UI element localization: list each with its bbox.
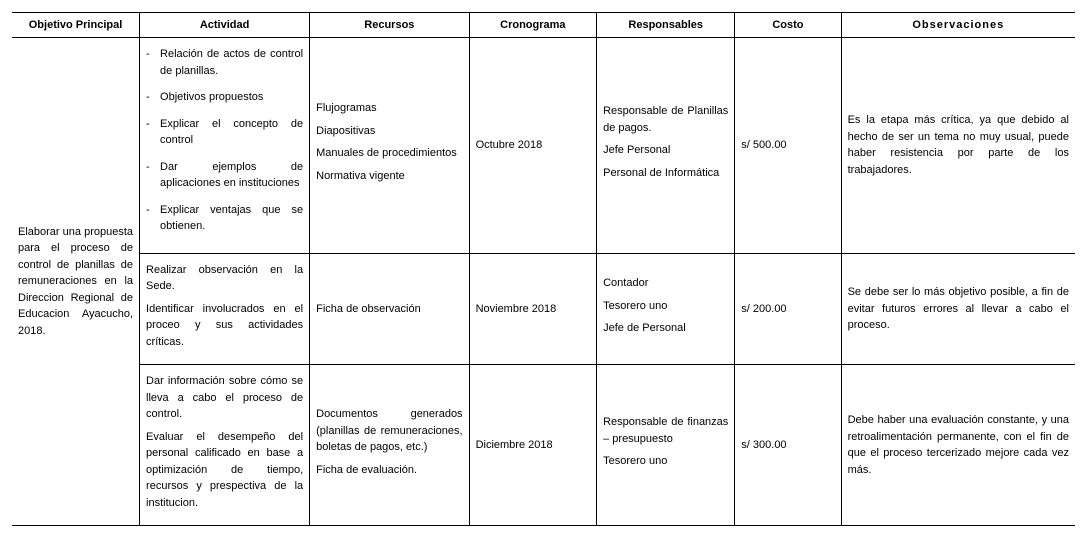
recursos-text: Documentos generados (planillas de remun…	[316, 406, 462, 478]
costo-text: s/ 200.00	[741, 303, 786, 315]
cell-recursos-1: FlujogramasDiapositivasManuales de proce…	[310, 38, 469, 254]
cell-costo-3: s/ 300.00	[735, 365, 841, 526]
responsables-text: ContadorTesorero unoJefe de Personal	[603, 275, 728, 337]
header-responsables: Responsables	[597, 13, 735, 38]
observaciones-text: Debe haber una evaluación constante, y u…	[848, 412, 1069, 478]
cell-actividad-1: Relación de actos de control de planilla…	[140, 38, 310, 254]
recursos-text: Ficha de observación	[316, 303, 421, 315]
cell-actividad-2: Realizar observación en la Sede.Identifi…	[140, 253, 310, 365]
cell-cronograma-3: Diciembre 2018	[469, 365, 597, 526]
actividad-list-1: Relación de actos de control de planilla…	[146, 46, 303, 235]
cell-responsables-3: Responsable de finanzas – presupuestoTes…	[597, 365, 735, 526]
table-row: Realizar observación en la Sede.Identifi…	[12, 253, 1075, 365]
costo-text: s/ 300.00	[741, 439, 786, 451]
cell-observaciones-2: Se debe ser lo más objetivo posible, a f…	[841, 253, 1075, 365]
header-recursos: Recursos	[310, 13, 469, 38]
cell-costo-2: s/ 200.00	[735, 253, 841, 365]
cell-actividad-3: Dar información sobre cómo se lleva a ca…	[140, 365, 310, 526]
responsables-text: Responsable de finanzas – presupuestoTes…	[603, 414, 728, 470]
cronograma-text: Noviembre 2018	[476, 303, 557, 315]
cell-cronograma-2: Noviembre 2018	[469, 253, 597, 365]
cronograma-text: Octubre 2018	[476, 139, 543, 151]
cronograma-text: Diciembre 2018	[476, 439, 553, 451]
observaciones-text: Se debe ser lo más objetivo posible, a f…	[848, 284, 1069, 334]
actividad-text: Realizar observación en la Sede.Identifi…	[146, 262, 303, 351]
plan-table: Objetivo Principal Actividad Recursos Cr…	[12, 12, 1075, 526]
objetivo-text: Elaborar una propuesta para el proceso d…	[18, 224, 133, 340]
header-actividad: Actividad	[140, 13, 310, 38]
header-cronograma: Cronograma	[469, 13, 597, 38]
responsables-text: Responsable de Planillas de pagos.Jefe P…	[603, 103, 728, 181]
header-costo: Costo	[735, 13, 841, 38]
costo-text: s/ 500.00	[741, 139, 786, 151]
cell-costo-1: s/ 500.00	[735, 38, 841, 254]
table-row: Elaborar una propuesta para el proceso d…	[12, 38, 1075, 254]
table-row: Dar información sobre cómo se lleva a ca…	[12, 365, 1075, 526]
header-row: Objetivo Principal Actividad Recursos Cr…	[12, 13, 1075, 38]
actividad-item: Explicar el concepto de control	[146, 116, 303, 149]
cell-objetivo: Elaborar una propuesta para el proceso d…	[12, 38, 140, 526]
cell-observaciones-3: Debe haber una evaluación constante, y u…	[841, 365, 1075, 526]
cell-responsables-1: Responsable de Planillas de pagos.Jefe P…	[597, 38, 735, 254]
cell-recursos-2: Ficha de observación	[310, 253, 469, 365]
header-objetivo: Objetivo Principal	[12, 13, 140, 38]
actividad-item: Explicar ventajas que se obtienen.	[146, 202, 303, 235]
actividad-item: Relación de actos de control de planilla…	[146, 46, 303, 79]
actividad-text: Dar información sobre cómo se lleva a ca…	[146, 373, 303, 511]
cell-observaciones-1: Es la etapa más crítica, ya que debido a…	[841, 38, 1075, 254]
actividad-item: Objetivos propuestos	[146, 89, 303, 106]
actividad-item: Dar ejemplos de aplicaciones en instituc…	[146, 159, 303, 192]
cell-cronograma-1: Octubre 2018	[469, 38, 597, 254]
cell-responsables-2: ContadorTesorero unoJefe de Personal	[597, 253, 735, 365]
observaciones-text: Es la etapa más crítica, ya que debido a…	[848, 112, 1069, 178]
cell-recursos-3: Documentos generados (planillas de remun…	[310, 365, 469, 526]
header-observaciones: Observaciones	[841, 13, 1075, 38]
recursos-text: FlujogramasDiapositivasManuales de proce…	[316, 100, 462, 184]
